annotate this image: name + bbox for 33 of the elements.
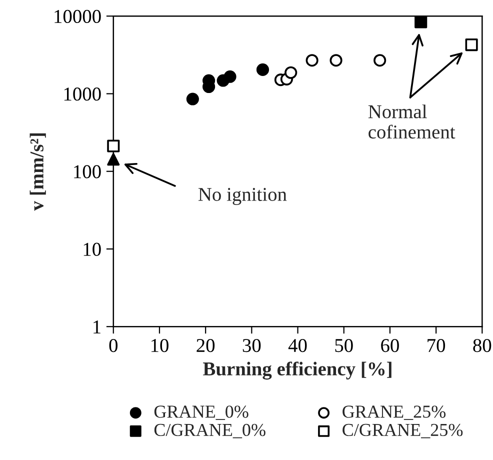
y-tick-label: 10000 [54,10,101,24]
point [306,54,318,67]
x-tick-label: 40 [288,338,307,352]
x-axis-title: Burning efficiency [%] [203,362,392,380]
point [330,54,342,67]
x-tick-label: 20 [196,338,215,352]
y-axis-title: v [mm/s²] [30,133,46,211]
legend-label: GRANE_25% [342,406,446,420]
point [186,92,199,106]
point [284,66,298,79]
point [256,63,270,76]
y-tick-label: 1 [94,320,100,334]
legend-label: GRANE_0% [154,406,248,420]
annotation: Normal cofinement [368,104,456,139]
point [414,16,428,28]
x-tick-label: 10 [151,338,168,352]
legend-label: C/GRANE_25% [342,424,463,438]
y-tick-label: 100 [74,165,101,178]
x-tick-label: 0 [109,338,118,352]
annotation: No ignition [198,188,287,206]
point [465,38,478,52]
point [107,153,120,166]
point [224,70,236,83]
x-tick-label: 80 [473,338,492,352]
legend-label: C/GRANE_0% [154,424,266,438]
y-tick-label: 10 [84,242,101,256]
point [374,54,386,67]
y-tick-label: 1000 [64,88,101,101]
x-tick-label: 70 [428,338,446,352]
x-tick-label: 30 [242,338,261,352]
x-tick-label: 60 [381,338,399,352]
point [107,140,120,152]
x-tick-label: 50 [335,338,353,352]
